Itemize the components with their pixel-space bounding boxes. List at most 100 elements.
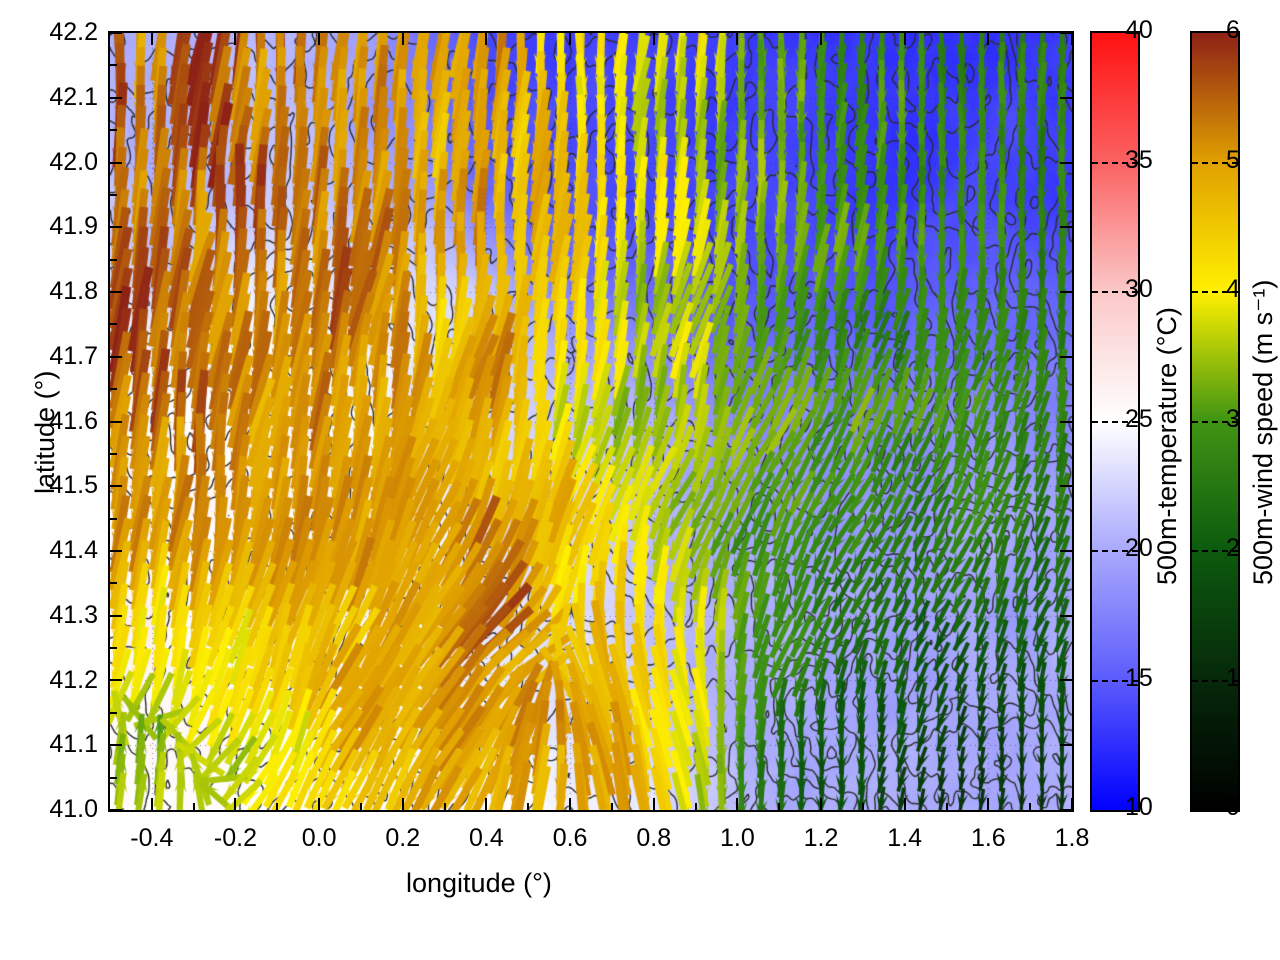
x-tick-label: 0.6	[552, 824, 588, 852]
y-major-tick	[110, 226, 122, 228]
y-tick-label: 41.4	[49, 536, 98, 564]
temperature-colorbar	[1090, 31, 1140, 812]
x-tick-label: -0.4	[130, 824, 174, 852]
colorbar-tick-label: 40	[1125, 16, 1153, 44]
x-major-tick-top	[653, 33, 655, 45]
y-major-tick	[110, 291, 122, 293]
x-minor-tick	[360, 803, 362, 810]
colorbar-tick-label: 15	[1125, 663, 1153, 692]
colorbar-tick	[1192, 679, 1238, 682]
colorbar-tick-label: 5	[1226, 145, 1240, 174]
y-major-tick	[110, 615, 122, 617]
y-major-tick-right	[1060, 744, 1072, 746]
y-tick-label: 41.0	[49, 795, 98, 823]
x-major-tick-top	[1071, 33, 1073, 45]
y-minor-tick	[110, 323, 117, 325]
x-major-tick	[820, 798, 822, 810]
y-tick-label: 41.5	[49, 471, 98, 500]
y-major-tick	[110, 809, 122, 811]
x-tick-label: 0.8	[636, 824, 672, 852]
x-minor-tick	[527, 803, 529, 810]
colorbar-tick-label: 2	[1226, 534, 1240, 562]
x-major-tick	[234, 798, 236, 810]
x-major-tick-top	[485, 33, 487, 45]
y-major-tick-right	[1060, 679, 1072, 681]
y-minor-tick	[110, 518, 117, 520]
x-tick-label: 1.8	[1054, 824, 1090, 852]
y-tick-label: 41.3	[49, 600, 98, 629]
x-major-tick-top	[820, 33, 822, 45]
colorbar-tick	[1092, 420, 1138, 423]
x-axis-title: longitude (°)	[406, 868, 552, 898]
map-plot-area[interactable]	[108, 31, 1074, 812]
colorbar-tick-label: 30	[1125, 275, 1153, 303]
y-axis-title: latitude (°)	[30, 370, 60, 494]
colorbar-tick	[1092, 679, 1138, 682]
x-major-tick	[569, 798, 571, 810]
wind-speed-colorbar	[1190, 31, 1240, 812]
colorbar-tick-label: 6	[1226, 16, 1240, 44]
x-major-tick	[987, 798, 989, 810]
y-major-tick-right	[1060, 32, 1072, 34]
y-minor-tick	[110, 129, 117, 131]
y-minor-tick	[110, 777, 117, 779]
y-minor-tick	[110, 453, 117, 455]
x-minor-tick	[276, 803, 278, 810]
y-tick-label: 41.2	[49, 665, 98, 694]
colorbar-tick	[1092, 161, 1138, 164]
y-major-tick-right	[1060, 421, 1072, 423]
y-major-tick	[110, 744, 122, 746]
y-major-tick	[110, 356, 122, 358]
y-major-tick	[110, 32, 122, 34]
y-major-tick	[110, 97, 122, 99]
x-tick-label: 1.6	[970, 824, 1006, 852]
x-major-tick	[485, 798, 487, 810]
colorbar-tick-label: 1	[1226, 663, 1240, 692]
x-major-tick-top	[987, 33, 989, 45]
wind-speed-colorbar-title: 500m-wind speed (m s⁻¹)	[1248, 279, 1278, 585]
y-minor-tick	[110, 194, 117, 196]
y-major-tick-right	[1060, 97, 1072, 99]
colorbar-tick-label: 0	[1226, 793, 1240, 821]
x-tick-label: 1.4	[887, 824, 923, 852]
x-major-tick-top	[569, 33, 571, 45]
colorbar-tick-label: 10	[1125, 793, 1153, 821]
x-minor-tick	[946, 803, 948, 810]
x-major-tick	[736, 798, 738, 810]
y-minor-tick	[110, 647, 117, 649]
y-major-tick-right	[1060, 291, 1072, 293]
colorbar-tick-label: 35	[1125, 145, 1153, 174]
x-minor-tick	[862, 803, 864, 810]
x-minor-tick	[1029, 803, 1031, 810]
colorbar-tick-label: 3	[1226, 404, 1240, 433]
x-major-tick-top	[151, 33, 153, 45]
x-major-tick-top	[904, 33, 906, 45]
temperature-colorbar-title: 500m-temperature (°C)	[1152, 306, 1182, 585]
y-major-tick	[110, 162, 122, 164]
y-major-tick	[110, 421, 122, 423]
y-tick-label: 42.2	[49, 18, 98, 46]
colorbar-tick	[1092, 550, 1138, 552]
colorbar-tick	[1092, 291, 1138, 293]
colorbar-tick	[1192, 161, 1238, 164]
y-minor-tick	[110, 259, 117, 261]
colorbar-tick	[1192, 291, 1238, 293]
x-major-tick	[1071, 798, 1073, 810]
x-minor-tick	[695, 803, 697, 810]
y-major-tick-right	[1060, 615, 1072, 617]
x-minor-tick	[444, 803, 446, 810]
y-minor-tick	[110, 388, 117, 390]
x-tick-label: 0.0	[301, 824, 337, 852]
colorbar-tick	[1192, 420, 1238, 423]
y-tick-label: 42.0	[49, 147, 98, 176]
x-tick-label: -0.2	[213, 824, 258, 852]
x-major-tick	[151, 798, 153, 810]
colorbar-tick-label: 20	[1125, 534, 1153, 562]
x-minor-tick	[193, 803, 195, 810]
x-minor-tick	[611, 803, 613, 810]
x-major-tick	[318, 798, 320, 810]
colorbar-tick	[1192, 550, 1238, 552]
x-tick-label: 0.4	[469, 824, 504, 852]
x-major-tick	[402, 798, 404, 810]
